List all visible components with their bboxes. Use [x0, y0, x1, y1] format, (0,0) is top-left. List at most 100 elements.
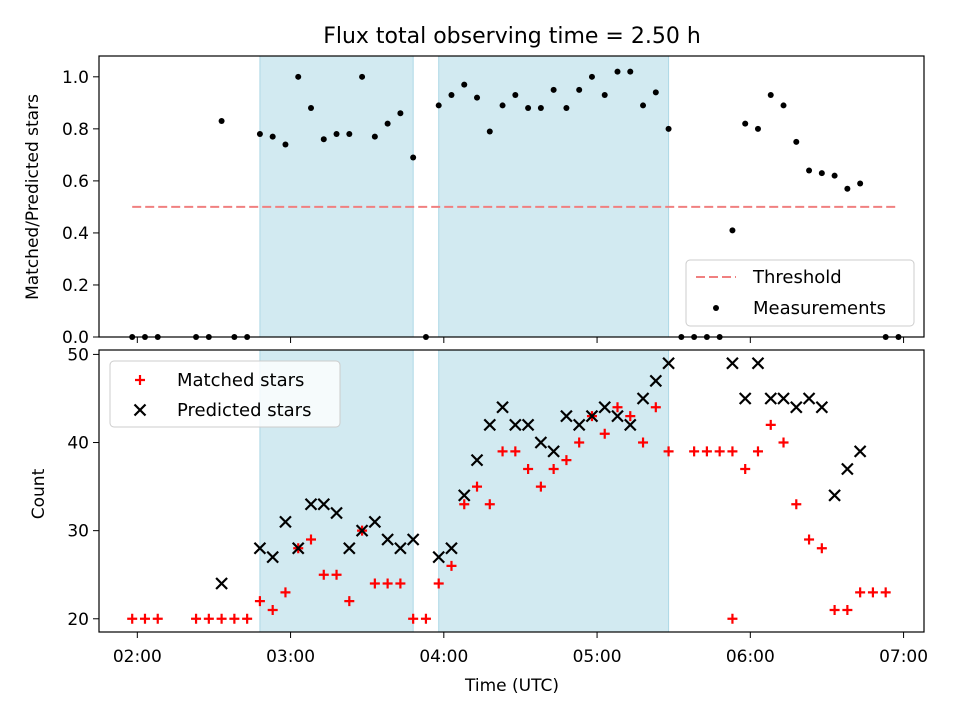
- matched-star-point: [344, 596, 355, 607]
- matched-star-point: [408, 613, 419, 624]
- measurement-point: [831, 172, 838, 179]
- predicted-star-point: [394, 542, 407, 555]
- predicted-star-point: [623, 418, 637, 432]
- matched-star-point: [280, 587, 291, 598]
- matched-star-point: [152, 613, 163, 624]
- measurement-point: [665, 125, 672, 132]
- matched-star-point: [701, 446, 712, 457]
- predicted-star-point: [726, 356, 739, 370]
- x-tick-label-4: 06:00: [726, 647, 775, 667]
- matched-star-point: [472, 481, 483, 492]
- measurement-point: [397, 110, 404, 117]
- legend-matched-label: Matched stars: [177, 370, 304, 391]
- predicted-star-point: [215, 577, 228, 590]
- matched-star-point: [880, 587, 891, 598]
- matched-star-point: [727, 613, 738, 624]
- predicted-star-point: [355, 524, 369, 537]
- predicted-star-point: [738, 392, 752, 405]
- measurement-point: [614, 68, 621, 75]
- x-tick-label-5: 07:00: [879, 647, 928, 667]
- matched-star-point: [229, 613, 240, 624]
- predicted-star-point: [445, 542, 458, 555]
- matched-star-point: [816, 543, 827, 554]
- top-y-axis-label: Matched/Predicted stars: [23, 94, 43, 300]
- predicted-star-point: [496, 401, 509, 414]
- matched-star-point: [855, 587, 866, 598]
- legend-threshold-label: Threshold: [752, 267, 842, 288]
- predicted-star-point: [777, 392, 790, 405]
- measurement-point: [499, 102, 506, 109]
- matched-star-point: [791, 499, 802, 510]
- legend-matched-swatch: [135, 375, 145, 385]
- measurement-point: [576, 86, 583, 93]
- bottom-legend: Matched stars Predicted stars: [109, 360, 341, 428]
- matched-star-point: [484, 499, 495, 510]
- measurement-point: [537, 105, 544, 112]
- predicted-star-point: [317, 497, 331, 511]
- matched-star-point: [395, 578, 406, 589]
- measurement-point: [525, 105, 532, 112]
- measurement-point: [256, 131, 263, 138]
- bottom-y-axis-label: Count: [29, 468, 49, 519]
- matched-star-point: [369, 578, 380, 589]
- matched-star-point: [638, 437, 649, 448]
- chart-title: Flux total observing time = 2.50 h: [323, 24, 701, 49]
- predicted-star-point: [406, 533, 420, 546]
- matched-star-point: [599, 428, 610, 439]
- measurement-point: [474, 94, 481, 101]
- measurement-point: [307, 105, 314, 112]
- predicted-star-point: [521, 418, 535, 432]
- top-y-tick-label-3: 0.6: [62, 172, 89, 192]
- matched-star-point: [203, 613, 214, 624]
- matched-star-point: [740, 463, 751, 474]
- bottom-y-tick-label-1: 30: [67, 522, 89, 542]
- matched-star-point: [752, 446, 763, 457]
- matched-star-point: [331, 569, 342, 580]
- matched-star-point: [574, 437, 585, 448]
- x-tick-label-2: 04:00: [419, 647, 468, 667]
- predicted-star-point: [751, 356, 765, 370]
- matched-star-point: [139, 613, 150, 624]
- top-axes-frame: [98, 55, 925, 338]
- measurement-point: [767, 92, 774, 99]
- matched-star-point: [433, 578, 444, 589]
- measurement-point: [448, 92, 455, 99]
- predicted-star-point: [509, 418, 522, 432]
- matched-star-point: [254, 596, 265, 607]
- measurement-point: [627, 68, 634, 75]
- predicted-star-point: [534, 436, 548, 449]
- measurement-point: [806, 167, 813, 174]
- matched-star-point: [867, 587, 878, 598]
- predicted-star-point: [828, 489, 841, 502]
- predicted-star-point: [470, 453, 484, 467]
- top-shaded-interval-0: [259, 55, 414, 338]
- measurement-point: [371, 133, 378, 140]
- predicted-star-point: [802, 392, 816, 405]
- measurement-point: [320, 136, 327, 143]
- top-y-tick-label-5: 1.0: [62, 68, 89, 88]
- matched-star-point: [523, 463, 534, 474]
- measurement-point: [384, 120, 391, 127]
- measurement-point: [818, 170, 825, 177]
- matched-star-point: [765, 419, 776, 430]
- matched-star-point: [267, 604, 278, 615]
- matched-star-point: [625, 411, 636, 422]
- measurement-point: [588, 73, 595, 80]
- measurement-point: [282, 141, 289, 148]
- predicted-star-point: [572, 418, 586, 432]
- measurement-point: [640, 102, 647, 109]
- measurement-point: [346, 131, 353, 138]
- measurement-point: [512, 92, 519, 99]
- top-y-tick-label-2: 0.4: [62, 224, 89, 244]
- bottom-y-tick-label-0: 20: [67, 610, 89, 630]
- measurement-point: [601, 92, 608, 99]
- measurement-point: [333, 131, 340, 138]
- measurement-point: [563, 105, 570, 112]
- matched-star-point: [548, 463, 559, 474]
- matched-star-point: [804, 534, 815, 545]
- matched-star-point: [318, 569, 329, 580]
- predicted-star-point: [547, 445, 560, 458]
- matched-star-point: [127, 613, 138, 624]
- measurement-point: [359, 73, 366, 80]
- legend-predicted-swatch: [133, 403, 147, 417]
